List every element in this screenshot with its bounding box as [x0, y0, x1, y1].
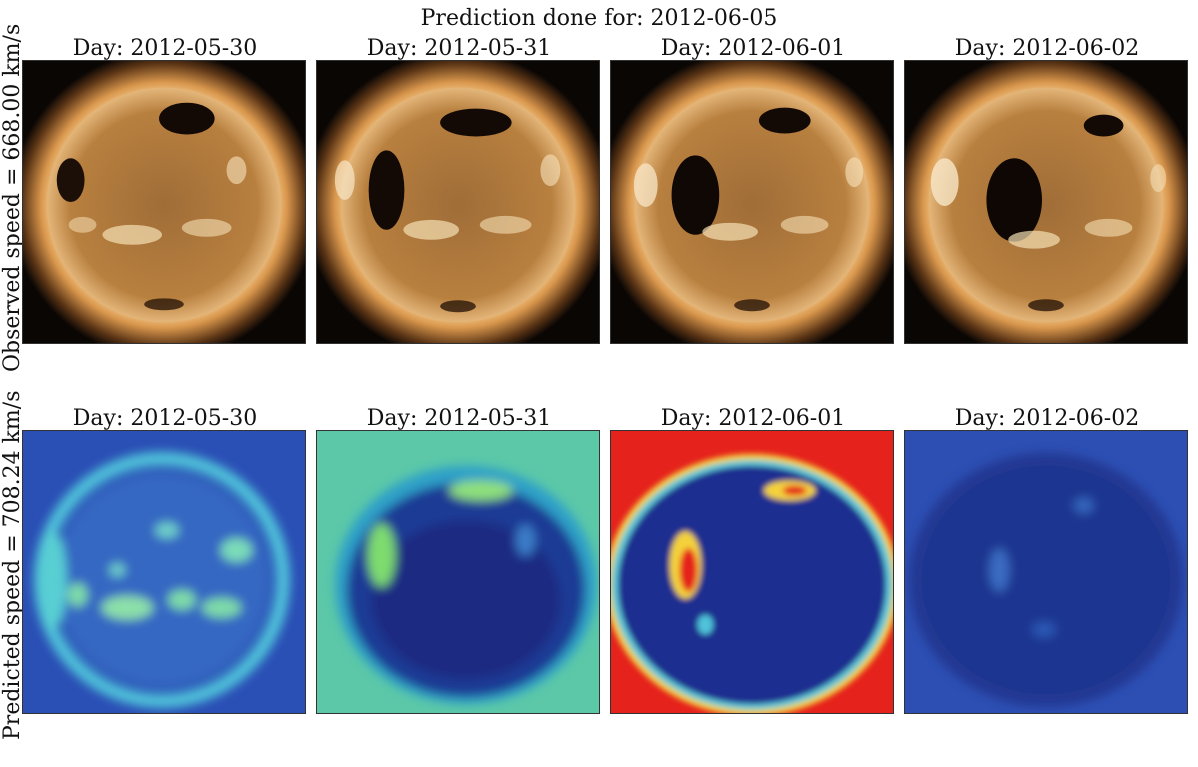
panel-title: Day: 2012-05-31	[366, 36, 552, 61]
predicted-heatmap	[610, 430, 894, 714]
panel-title: Day: 2012-06-01	[660, 36, 846, 61]
predicted-heatmap	[22, 430, 306, 714]
predicted-heatmap	[316, 430, 600, 714]
panel-title: Day: 2012-05-30	[72, 406, 258, 431]
observed-solar-image	[904, 60, 1188, 344]
predicted-heatmap	[904, 430, 1188, 714]
panel-title: Day: 2012-05-31	[366, 406, 552, 431]
panel-title: Day: 2012-05-30	[72, 36, 258, 61]
panel-title: Day: 2012-06-02	[954, 406, 1140, 431]
panel-title: Day: 2012-06-02	[954, 36, 1140, 61]
observed-solar-image	[22, 60, 306, 344]
observed-solar-image	[316, 60, 600, 344]
observed-solar-image	[610, 60, 894, 344]
panel-title: Day: 2012-06-01	[660, 406, 846, 431]
figure-title: Prediction done for: 2012-06-05	[420, 6, 778, 31]
